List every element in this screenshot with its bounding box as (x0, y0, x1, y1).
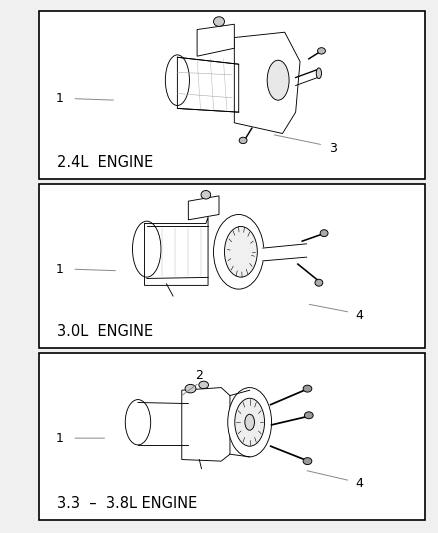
Ellipse shape (199, 381, 208, 389)
Ellipse shape (245, 414, 254, 430)
Text: 1: 1 (55, 263, 63, 276)
Ellipse shape (235, 398, 265, 446)
Text: 4: 4 (355, 309, 363, 322)
Ellipse shape (201, 190, 211, 199)
Polygon shape (182, 387, 230, 461)
Polygon shape (263, 244, 307, 261)
Text: 1: 1 (55, 92, 63, 105)
Polygon shape (147, 226, 208, 278)
Ellipse shape (303, 458, 312, 465)
Ellipse shape (318, 47, 325, 54)
Ellipse shape (132, 221, 161, 277)
Ellipse shape (224, 227, 257, 277)
Ellipse shape (185, 384, 196, 393)
Text: 3: 3 (329, 142, 337, 155)
Text: 2: 2 (195, 369, 203, 382)
Text: 3.3  –  3.8L ENGINE: 3.3 – 3.8L ENGINE (57, 496, 197, 511)
Ellipse shape (320, 230, 328, 237)
Bar (39, 184, 425, 348)
Text: 1: 1 (55, 432, 63, 445)
Text: 3.0L  ENGINE: 3.0L ENGINE (57, 324, 153, 340)
Bar (39, 11, 425, 179)
Text: 4: 4 (355, 478, 363, 490)
Ellipse shape (166, 55, 189, 106)
Ellipse shape (316, 68, 321, 78)
Polygon shape (197, 24, 234, 56)
Ellipse shape (214, 17, 224, 26)
Text: 2.4L  ENGINE: 2.4L ENGINE (57, 155, 153, 170)
Ellipse shape (125, 400, 151, 445)
Ellipse shape (303, 385, 312, 392)
Polygon shape (188, 196, 219, 220)
Polygon shape (138, 402, 188, 445)
Ellipse shape (315, 279, 323, 286)
Polygon shape (177, 57, 239, 112)
Ellipse shape (239, 137, 247, 143)
Ellipse shape (304, 412, 313, 419)
Ellipse shape (228, 387, 272, 457)
Polygon shape (234, 32, 300, 133)
Ellipse shape (214, 214, 264, 289)
Bar (39, 353, 425, 520)
Ellipse shape (267, 60, 289, 100)
